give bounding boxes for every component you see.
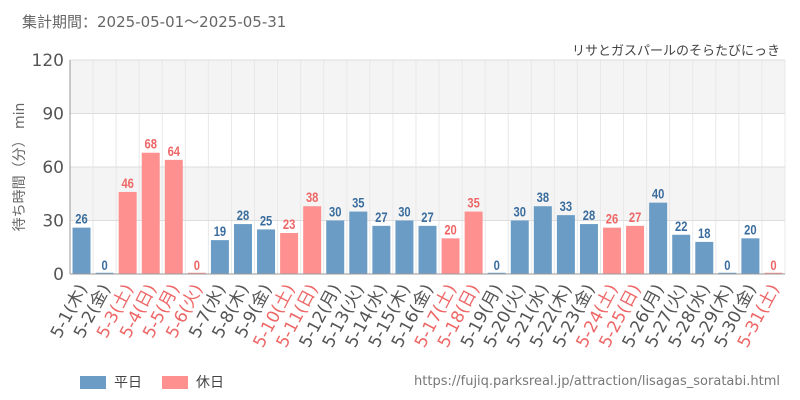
bar	[603, 227, 622, 274]
bar	[441, 238, 460, 274]
y-tick-label: 90	[42, 105, 64, 125]
plot-band	[70, 113, 785, 167]
bar	[556, 215, 575, 274]
bar	[118, 191, 137, 274]
bar	[257, 229, 276, 274]
legend-weekday-swatch	[80, 375, 106, 389]
bar-value-label: 25	[260, 213, 272, 228]
bar-value-label: 20	[444, 222, 456, 237]
bar	[649, 202, 668, 274]
bar-value-label: 33	[560, 199, 572, 214]
bar	[418, 225, 437, 274]
bar-value-label: 35	[352, 195, 364, 210]
bar-value-label: 18	[698, 226, 710, 241]
y-axis-title: 待ち時間（分） min	[12, 103, 28, 232]
bar-value-label: 46	[121, 176, 133, 191]
attraction-name: リサとガスパールのそらたびにっき	[571, 44, 780, 59]
legend-holiday-label: 休日	[196, 375, 224, 391]
bar	[741, 238, 760, 274]
bar	[280, 232, 299, 274]
bar	[579, 224, 598, 274]
plot-band	[70, 60, 785, 114]
bar	[72, 227, 91, 274]
bar	[349, 211, 368, 274]
bar	[464, 211, 483, 274]
bar-value-label: 30	[514, 204, 526, 219]
bar-value-label: 30	[398, 204, 410, 219]
bar	[695, 241, 714, 274]
bar-value-label: 0	[494, 258, 500, 273]
y-tick-label: 0	[53, 265, 64, 285]
bar-value-label: 38	[537, 190, 549, 205]
period-label: 集計期間：2025-05-01～2025-05-31	[22, 13, 287, 31]
bar	[326, 220, 345, 274]
y-tick-label: 60	[42, 158, 64, 178]
legend: 平日 休日	[80, 372, 244, 392]
source-url: https://fujiq.parksreal.jp/attraction/li…	[414, 374, 780, 389]
bar-value-label: 30	[329, 204, 341, 219]
bar	[672, 234, 691, 274]
bar-value-label: 38	[306, 190, 318, 205]
legend-weekday-label: 平日	[114, 375, 142, 391]
bar-value-label: 0	[770, 258, 776, 273]
bar	[372, 225, 391, 274]
bar-value-label: 22	[675, 219, 687, 234]
bar	[303, 206, 322, 274]
legend-holiday: 休日	[162, 372, 224, 392]
bar-value-label: 26	[606, 211, 618, 226]
bar-value-label: 64	[168, 144, 180, 159]
bar-value-label: 0	[194, 258, 200, 273]
bar-value-label: 27	[629, 210, 641, 225]
bar-value-label: 35	[467, 195, 479, 210]
bar-value-label: 28	[237, 208, 249, 223]
bar-value-label: 23	[283, 217, 295, 232]
bar	[164, 159, 183, 274]
bar	[233, 224, 252, 274]
bar-value-label: 0	[724, 258, 730, 273]
bar	[510, 220, 529, 274]
bar-value-label: 40	[652, 187, 664, 202]
bar	[141, 152, 160, 274]
bar-value-label: 68	[145, 137, 157, 152]
legend-weekday: 平日	[80, 372, 142, 392]
y-tick-label: 30	[42, 212, 64, 232]
bar-value-label: 27	[421, 210, 433, 225]
y-tick-label: 120	[32, 51, 64, 71]
legend-holiday-swatch	[162, 375, 188, 389]
bar	[533, 206, 552, 274]
bar-value-label: 27	[375, 210, 387, 225]
bar	[210, 240, 229, 274]
bar-value-label: 20	[744, 222, 756, 237]
bar-value-label: 19	[214, 224, 226, 239]
bar	[626, 225, 645, 274]
bar	[395, 220, 414, 274]
bar-value-label: 0	[101, 258, 107, 273]
bar-value-label: 26	[75, 211, 87, 226]
bar-value-label: 28	[583, 208, 595, 223]
